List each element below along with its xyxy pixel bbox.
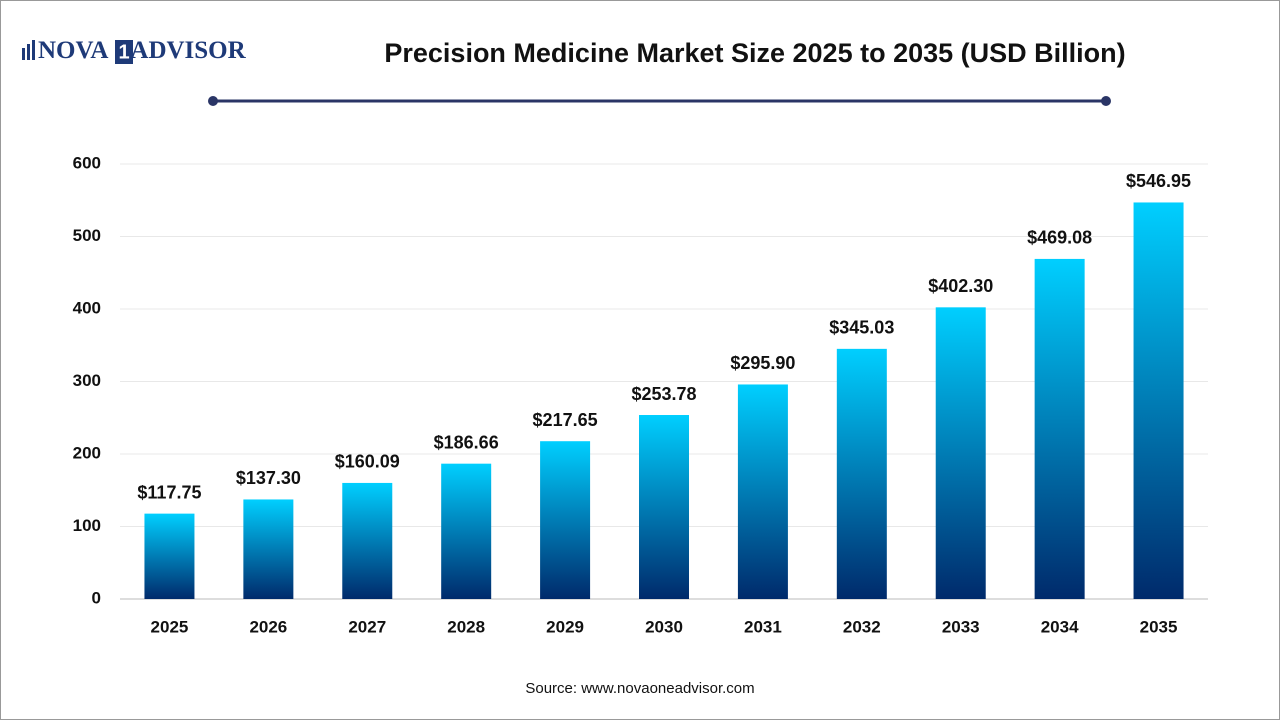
logo-icon <box>27 44 30 60</box>
value-label: $160.09 <box>335 452 400 472</box>
logo: NOVA ADVISOR 1 <box>22 37 247 64</box>
logo-box <box>115 40 133 64</box>
value-label: $117.75 <box>137 482 201 502</box>
x-tick-label: 2035 <box>1140 617 1178 636</box>
chart-title: Precision Medicine Market Size 2025 to 2… <box>384 38 1125 68</box>
x-tick-label: 2025 <box>151 617 189 636</box>
bar <box>1133 202 1184 599</box>
value-label: $137.30 <box>236 468 301 488</box>
x-tick-label: 2029 <box>546 617 584 636</box>
value-label: $295.90 <box>730 353 795 373</box>
logo-left: NOVA <box>38 37 108 64</box>
bar <box>1034 258 1085 599</box>
y-tick-label: 200 <box>73 443 101 462</box>
x-tick-label: 2030 <box>645 617 683 636</box>
bar <box>441 463 492 599</box>
bar <box>737 384 788 599</box>
source-note: Source: www.novaoneadvisor.com <box>525 680 754 697</box>
bar <box>639 415 689 599</box>
x-tick-label: 2031 <box>744 617 782 636</box>
value-label: $469.08 <box>1027 228 1092 248</box>
bar <box>935 307 986 599</box>
bar <box>243 499 294 599</box>
logo-text: NOVA ADVISOR <box>38 37 247 64</box>
y-tick-label: 0 <box>92 588 101 607</box>
rule-dot <box>1101 96 1111 106</box>
value-label: $345.03 <box>829 318 894 338</box>
value-label: $253.78 <box>631 384 696 404</box>
bar <box>144 513 195 599</box>
x-tick-label: 2034 <box>1041 617 1079 636</box>
value-label: $546.95 <box>1126 171 1191 191</box>
logo-icon <box>22 48 25 60</box>
value-label: $402.30 <box>928 276 993 296</box>
bar <box>342 482 393 599</box>
bar <box>836 348 887 599</box>
x-tick-label: 2027 <box>348 617 386 636</box>
bar <box>540 441 591 599</box>
x-tick-label: 2033 <box>942 617 980 636</box>
logo-mark: 1 <box>118 41 129 63</box>
logo-right: ADVISOR <box>130 37 246 64</box>
y-tick-label: 600 <box>73 153 101 172</box>
y-tick-label: 100 <box>73 516 101 535</box>
y-tick-label: 300 <box>73 371 101 390</box>
rule-dot <box>208 96 218 106</box>
y-tick-label: 500 <box>73 226 101 245</box>
x-tick-label: 2026 <box>249 617 287 636</box>
logo-icon <box>32 40 35 60</box>
y-tick-label: 400 <box>73 298 101 317</box>
value-label: $186.66 <box>434 432 499 452</box>
x-tick-label: 2028 <box>447 617 485 636</box>
value-label: $217.65 <box>533 410 598 430</box>
x-tick-label: 2032 <box>843 617 881 636</box>
